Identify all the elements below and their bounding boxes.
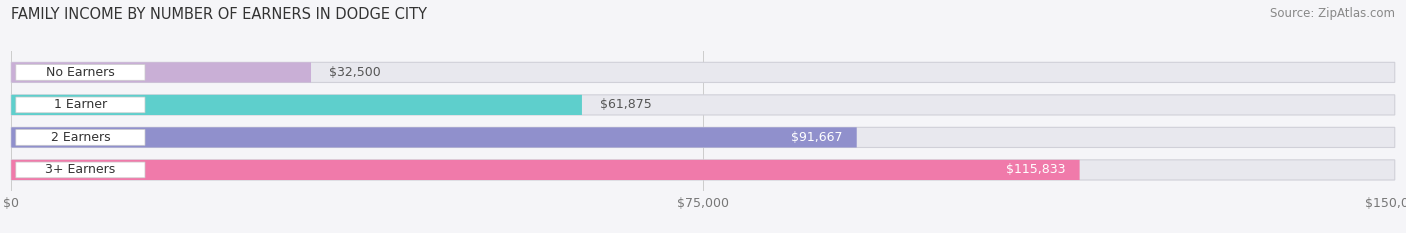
- Text: $115,833: $115,833: [1007, 163, 1066, 176]
- Text: 2 Earners: 2 Earners: [51, 131, 110, 144]
- FancyBboxPatch shape: [15, 97, 145, 113]
- FancyBboxPatch shape: [15, 130, 145, 145]
- FancyBboxPatch shape: [11, 95, 1395, 115]
- Text: 3+ Earners: 3+ Earners: [45, 163, 115, 176]
- Text: FAMILY INCOME BY NUMBER OF EARNERS IN DODGE CITY: FAMILY INCOME BY NUMBER OF EARNERS IN DO…: [11, 7, 427, 22]
- Text: 1 Earner: 1 Earner: [53, 98, 107, 111]
- FancyBboxPatch shape: [15, 65, 145, 80]
- Text: $32,500: $32,500: [329, 66, 381, 79]
- FancyBboxPatch shape: [11, 62, 311, 82]
- FancyBboxPatch shape: [11, 62, 1395, 82]
- FancyBboxPatch shape: [11, 127, 1395, 147]
- FancyBboxPatch shape: [11, 160, 1080, 180]
- Text: No Earners: No Earners: [46, 66, 115, 79]
- FancyBboxPatch shape: [11, 160, 1395, 180]
- FancyBboxPatch shape: [11, 127, 856, 147]
- Text: $61,875: $61,875: [600, 98, 652, 111]
- Text: Source: ZipAtlas.com: Source: ZipAtlas.com: [1270, 7, 1395, 20]
- Text: $91,667: $91,667: [792, 131, 842, 144]
- FancyBboxPatch shape: [15, 162, 145, 178]
- FancyBboxPatch shape: [11, 95, 582, 115]
